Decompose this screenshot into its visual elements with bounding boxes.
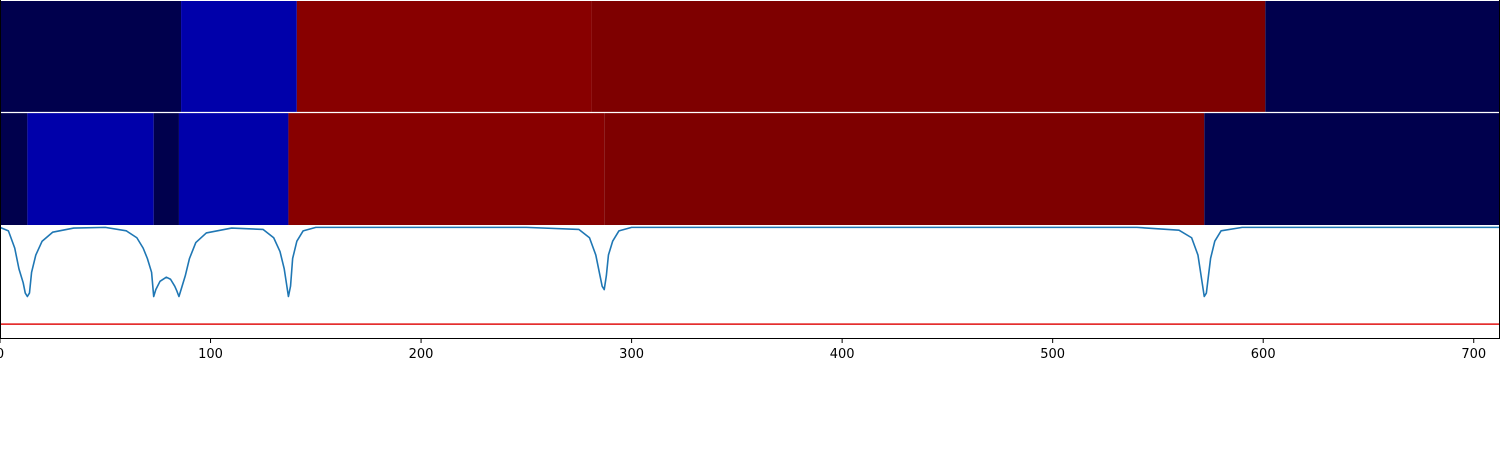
x-tick-label: 300 (619, 347, 644, 362)
heatmap-segment (178, 113, 289, 225)
x-tick-label: 400 (830, 347, 855, 362)
x-tick-label: 700 (1461, 347, 1486, 362)
heatmap-segment (288, 113, 605, 225)
heatmap-track-1 (0, 1, 1499, 113)
heatmap-segment (27, 113, 154, 225)
x-axis: 0 100 200 300 400 500 600 700 (0, 338, 1486, 362)
heatmap-segment (591, 1, 1266, 113)
heatmap-segment (604, 113, 1205, 225)
heatmap-segment (1265, 1, 1499, 113)
heatmap-segment (0, 113, 28, 225)
heatmap-tracks (0, 1, 1500, 225)
heatmap-segment (296, 1, 592, 113)
heatmap-segment (181, 1, 297, 113)
x-tick-label: 600 (1251, 347, 1276, 362)
series-line (0, 226, 1499, 298)
x-tick-label: 200 (409, 347, 434, 362)
heatmap-segment (1204, 113, 1499, 225)
x-tick-label: 500 (1040, 347, 1065, 362)
heatmap-segment (153, 113, 179, 225)
heatmap-track-2 (0, 113, 1499, 225)
x-tick-label: 0 (0, 347, 4, 362)
x-tick-label: 100 (198, 347, 223, 362)
heatmap-segment (0, 1, 182, 113)
